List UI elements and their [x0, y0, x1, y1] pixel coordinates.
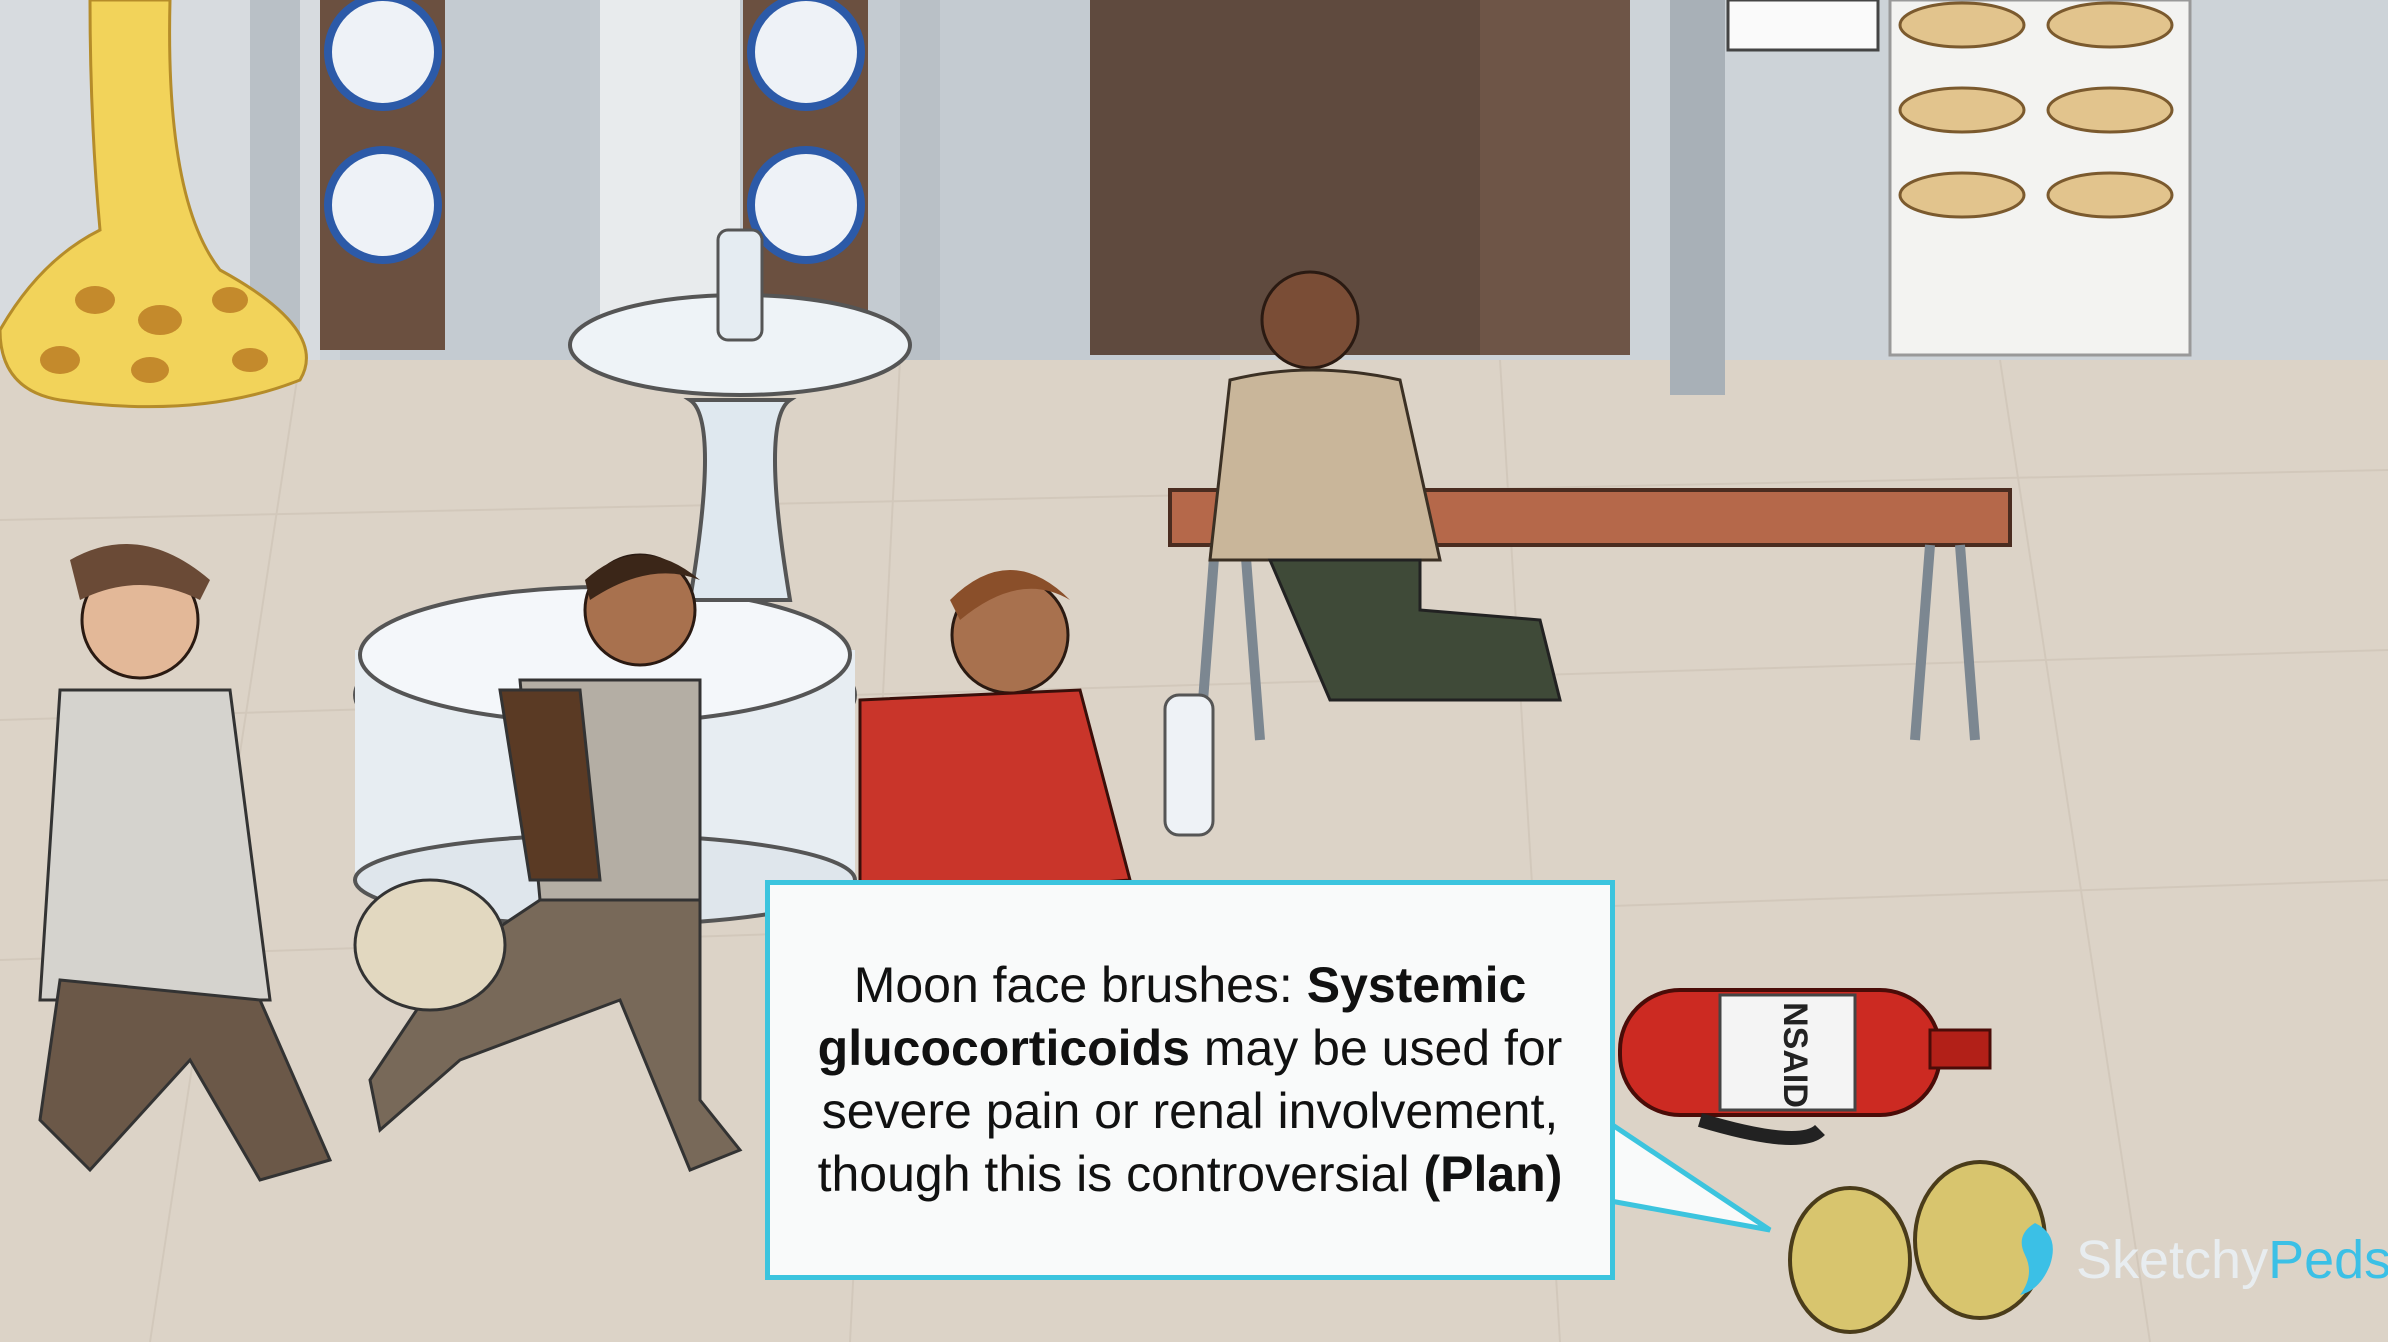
sponge-cookies	[1788, 1160, 2047, 1334]
caption-body: may be used for severe pain or renal inv…	[817, 1020, 1563, 1202]
man-at-bench	[1208, 270, 1562, 702]
caption-text: Moon face brushes: Systemic glucocortico…	[800, 954, 1580, 1206]
caption-highlight-plan: (Plan)	[1423, 1146, 1563, 1202]
nsaid-extinguisher	[1618, 988, 1992, 1145]
plate-shelf-left	[320, 0, 445, 350]
sketchypeds-logo: Sketchy Peds	[2000, 1210, 2388, 1310]
brand-mascot-icon	[2020, 1223, 2053, 1295]
pie-shelf	[1888, 0, 2192, 357]
fountain	[353, 228, 912, 927]
wall-sign	[1726, 0, 1880, 52]
brand-name-part1: Sketchy	[2076, 1230, 2269, 1290]
caption-intro: Moon face brushes:	[853, 957, 1307, 1013]
extinguisher-label: NSAID	[1776, 1002, 1815, 1108]
caption-highlight-drug: Systemic glucocorticoids	[817, 957, 1527, 1076]
kid-left	[38, 544, 333, 1182]
plate-shelf-right	[743, 0, 868, 350]
caption-callout: Moon face brushes: Systemic glucocortico…	[765, 880, 1615, 1280]
running-boy	[353, 553, 743, 1172]
brand-name-part2: Peds	[2268, 1230, 2388, 1290]
man-red-jacket	[858, 570, 1215, 902]
